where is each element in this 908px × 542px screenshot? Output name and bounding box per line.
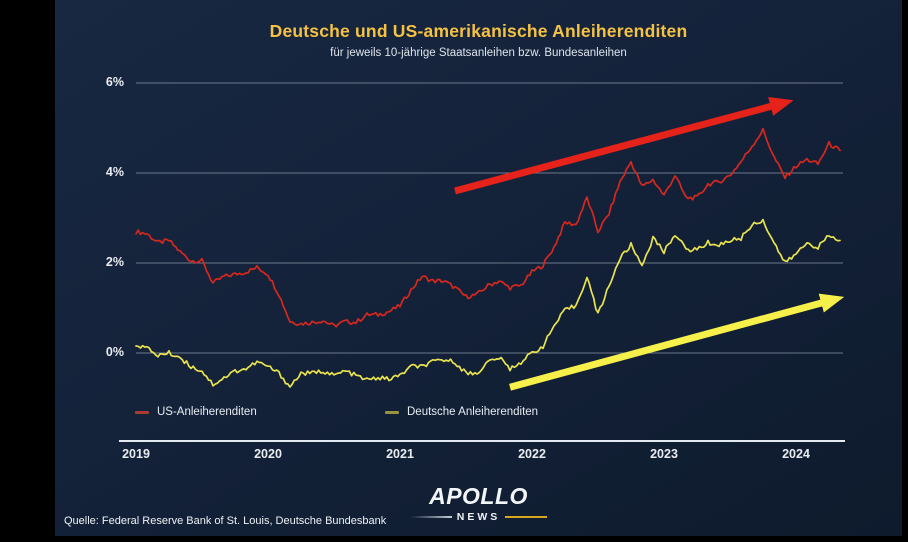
logo-news-row: NEWS — [55, 511, 902, 523]
us-series-swatch-icon — [135, 410, 149, 414]
source-text: Quelle: Federal Reserve Bank of St. Loui… — [64, 515, 387, 527]
slide-background — [55, 0, 902, 536]
x-axis-tick-2023: 2023 — [650, 447, 678, 461]
logo-news-text: NEWS — [456, 511, 501, 523]
y-axis-tick-0%: 0% — [105, 345, 124, 359]
logo-line-left — [409, 515, 452, 519]
logo-wordmark: APOLLO — [429, 483, 528, 509]
apollo-news-logo: APOLLO NEWS — [55, 483, 902, 523]
chart-subtitle: für jeweils 10-jährige Staatsanleihen bz… — [330, 47, 627, 59]
y-axis-tick-6%: 6% — [105, 75, 124, 89]
us-yield-line — [135, 127, 841, 328]
legend-label-german: Deutsche Anleiherenditen — [407, 406, 539, 418]
german-trend-arrow — [509, 293, 845, 391]
logo-line-right — [505, 515, 548, 519]
x-axis-tick-2021: 2021 — [386, 447, 414, 461]
x-axis-tick-2024: 2024 — [782, 447, 810, 461]
german-series-swatch-icon — [385, 410, 399, 414]
legend-item-us: US-Anleiherenditen — [135, 406, 257, 418]
legend-item-german: Deutsche Anleiherenditen — [385, 406, 538, 418]
us-trend-arrow — [454, 96, 794, 195]
german-yield-line — [135, 218, 841, 388]
x-axis-tick-2020: 2020 — [254, 447, 282, 461]
y-axis-tick-2%: 2% — [105, 255, 124, 269]
x-axis-tick-2022: 2022 — [518, 447, 546, 461]
chart-header: Deutsche und US-amerikanische Anleiheren… — [55, 21, 902, 59]
chart-title: Deutsche und US-amerikanische Anleiheren… — [269, 21, 688, 41]
y-axis-tick-4%: 4% — [105, 165, 124, 179]
legend-label-us: US-Anleiherenditen — [157, 406, 257, 418]
x-axis-tick-2019: 2019 — [122, 447, 150, 461]
